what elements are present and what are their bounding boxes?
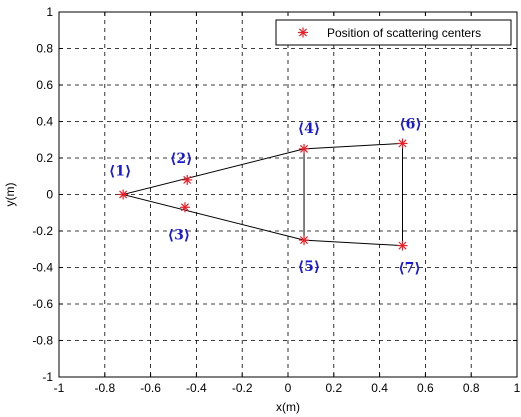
scatter-point-1: [118, 189, 129, 200]
y-tick-label: -0.4: [32, 261, 53, 275]
y-tick-label: -1: [42, 370, 53, 384]
x-tick-label: 1: [514, 381, 521, 395]
outline-segments: [122, 142, 403, 247]
y-tick-label: 0: [46, 188, 53, 202]
grid-lines: [59, 12, 517, 377]
x-tick-label: -0.8: [94, 381, 115, 395]
scatter-point-2: [182, 174, 193, 185]
x-tick-label: 0.2: [325, 381, 342, 395]
axis-ticks: -1 -0.8 -0.6 -0.4 -0.2 0 0.2 0.4 0.6 0.8 1 -1 -0.8 -0…: [32, 5, 520, 395]
star-stroke: [300, 144, 309, 153]
y-tick-label: 0.8: [36, 42, 53, 56]
y-tick-label: -0.2: [32, 224, 53, 238]
scatter-point-5: [299, 235, 310, 246]
x-tick-label: -0.6: [140, 381, 161, 395]
legend-box: [275, 19, 512, 46]
star-stroke: [183, 175, 192, 184]
y-tick-label: 0.4: [36, 115, 53, 129]
point-label-7: ⟨7⟩: [398, 261, 421, 277]
y-tick-label: 1: [46, 5, 53, 19]
point-label-2: ⟨2⟩: [170, 151, 193, 167]
legend-star: [298, 27, 308, 38]
star-stroke: [119, 190, 128, 199]
x-tick-label: -1: [54, 381, 65, 395]
x-tick-label: -0.2: [232, 381, 253, 395]
scatter-point-7: [397, 240, 408, 251]
scatter-point-6: [397, 138, 408, 149]
legend: Position of scattering centers: [275, 19, 512, 46]
point-label-3: ⟨3⟩: [168, 227, 191, 243]
y-tick-label: 0.2: [36, 151, 53, 165]
legend-marker-icon: [298, 27, 308, 38]
y-tick-label: 0.6: [36, 78, 53, 92]
outline-segment: [304, 142, 403, 150]
x-tick-label: 0.4: [371, 381, 388, 395]
star-stroke: [300, 236, 309, 245]
y-tick-label: -0.8: [32, 334, 53, 348]
x-tick-label: 0.8: [463, 381, 480, 395]
outline-segment: [122, 148, 305, 195]
outline-segment: [122, 194, 305, 241]
point-labels: ⟨1⟩ ⟨2⟩ ⟨3⟩ ⟨4⟩ ⟨5⟩ ⟨6⟩ ⟨7⟩: [109, 116, 422, 276]
point-label-1: ⟨1⟩: [109, 164, 132, 180]
star-stroke: [298, 28, 308, 37]
point-label-5: ⟨5⟩: [298, 259, 321, 275]
y-axis-label: y(m): [3, 183, 17, 207]
y-tick-label: -0.6: [32, 297, 53, 311]
star-stroke: [398, 139, 407, 148]
legend-entry: Position of scattering centers: [327, 26, 481, 40]
data-points: [118, 138, 408, 251]
x-tick-label: -0.4: [186, 381, 207, 395]
x-tick-label: 0: [285, 381, 292, 395]
scatter-point-4: [299, 143, 310, 154]
outline-segment: [304, 239, 403, 247]
scatter-point-3: [179, 202, 190, 213]
point-label-4: ⟨4⟩: [298, 121, 321, 137]
x-axis-label: x(m): [276, 400, 300, 414]
star-stroke: [398, 241, 407, 250]
star-stroke: [180, 203, 189, 212]
x-tick-label: 0.6: [417, 381, 434, 395]
point-label-6: ⟨6⟩: [399, 116, 422, 132]
